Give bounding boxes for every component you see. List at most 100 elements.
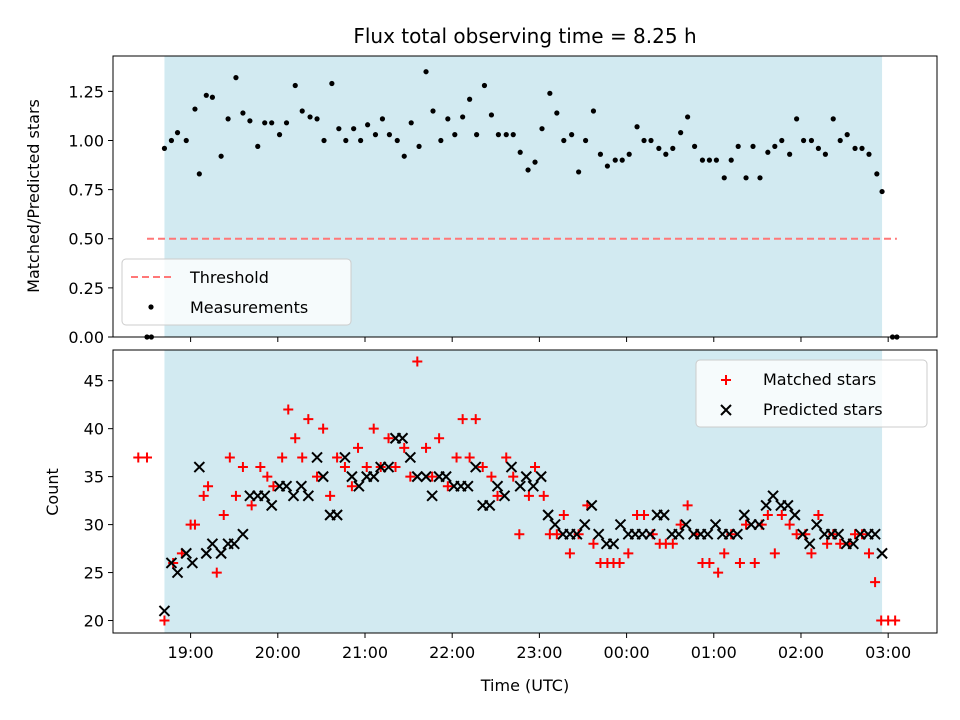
predicted-star-point xyxy=(847,538,859,550)
measurement-point xyxy=(525,167,531,173)
measurement-point xyxy=(196,171,202,177)
predicted-star-point xyxy=(295,480,308,492)
matched-star-point xyxy=(142,452,153,463)
legend-matched-swatch xyxy=(721,375,731,385)
legend-predicted-swatch xyxy=(720,404,732,416)
matched-star-point xyxy=(749,557,760,568)
x-tick-label: 23:00 xyxy=(516,643,562,662)
y-tick-label: 40 xyxy=(84,420,104,439)
matched-star-point xyxy=(405,471,416,482)
y-tick-label: 35 xyxy=(84,468,104,487)
measurement-point xyxy=(772,143,778,149)
matched-star-point xyxy=(857,529,868,540)
predicted-star-point xyxy=(346,470,358,483)
measurement-point xyxy=(401,153,407,159)
predicted-star-point xyxy=(302,490,315,502)
measurement-point xyxy=(408,120,414,126)
matched-star-point xyxy=(361,462,372,473)
predicted-star-point xyxy=(549,518,561,531)
y-tick-label: 30 xyxy=(84,516,104,535)
matched-star-point xyxy=(262,471,273,482)
predicted-star-point xyxy=(644,528,656,540)
measurement-point xyxy=(539,126,545,132)
measurement-point xyxy=(648,137,654,144)
y-tick-label: 1.25 xyxy=(68,82,104,101)
matched-star-point xyxy=(890,615,901,626)
measurement-point xyxy=(517,149,523,155)
measurement-point xyxy=(495,132,502,138)
predicted-star-point xyxy=(200,547,213,560)
predicted-star-point xyxy=(535,470,547,483)
matched-star-point xyxy=(277,452,288,463)
measurement-point xyxy=(794,116,800,122)
predicted-star-point xyxy=(760,499,772,512)
measurement-point xyxy=(255,143,261,149)
predicted-star-point xyxy=(520,470,533,483)
y-tick-label: 0.75 xyxy=(68,181,104,200)
y-tick-label: 0.25 xyxy=(68,279,104,298)
matched-star-point xyxy=(508,471,519,482)
measurement-point xyxy=(815,145,822,151)
matched-star-point xyxy=(442,481,453,492)
predicted-star-point xyxy=(505,461,518,473)
predicted-star-point xyxy=(869,528,881,540)
predicted-star-point xyxy=(498,490,511,502)
matched-star-point xyxy=(434,433,445,444)
measurement-point xyxy=(262,120,268,126)
measurement-point xyxy=(779,137,785,144)
measurement-point xyxy=(481,82,488,89)
top-y-axis-label: Matched/Predicted stars xyxy=(24,99,43,293)
matched-star-point xyxy=(514,529,525,540)
measurement-point xyxy=(416,143,422,149)
matched-star-point xyxy=(667,538,678,549)
matched-star-point xyxy=(776,510,787,521)
measurement-point xyxy=(467,96,473,102)
matched-star-point xyxy=(332,452,343,463)
matched-star-point xyxy=(353,442,364,453)
matched-star-point xyxy=(806,548,817,559)
matched-star-point xyxy=(564,548,575,559)
matched-star-point xyxy=(383,433,394,444)
matched-star-point xyxy=(492,490,503,501)
measurement-point xyxy=(488,112,495,118)
measurement-point xyxy=(597,151,604,157)
measurement-point xyxy=(822,151,828,157)
predicted-star-point xyxy=(171,566,184,579)
x-tick-label: 19:00 xyxy=(168,643,214,662)
measurement-point xyxy=(859,145,865,151)
count-panel: 19:00 20:00 21:00 22:00 23:00 00:00 01:00 02:00… xyxy=(84,349,938,662)
matched-star-point xyxy=(168,557,179,568)
measurement-point xyxy=(307,114,313,120)
measurement-point xyxy=(634,124,640,130)
matched-star-point xyxy=(133,452,144,463)
predicted-star-point xyxy=(404,451,417,464)
x-tick-label: 20:00 xyxy=(255,643,301,662)
measurement-point xyxy=(706,157,713,163)
measurement-point xyxy=(691,143,698,149)
matched-star-point xyxy=(230,490,241,501)
matched-star-point xyxy=(246,500,257,511)
measurement-point xyxy=(510,132,516,138)
predicted-star-point xyxy=(193,461,206,473)
predicted-star-point xyxy=(470,461,482,473)
axes-frame xyxy=(112,349,938,634)
predicted-star-point xyxy=(810,518,823,531)
measurement-point xyxy=(641,137,647,144)
predicted-star-point xyxy=(339,451,351,464)
predicted-star-point xyxy=(382,461,395,473)
matched-star-point xyxy=(325,490,336,501)
predicted-star-point xyxy=(368,470,380,483)
measurement-point xyxy=(670,145,676,151)
measurement-point xyxy=(183,137,189,144)
measurement-point xyxy=(576,169,582,175)
x-tick-label: 01:00 xyxy=(691,643,737,662)
matched-star-point xyxy=(368,423,379,434)
predicted-star-point xyxy=(483,499,496,512)
predicted-star-point xyxy=(876,547,888,560)
chart-title: Flux total observing time = 8.25 h xyxy=(353,24,696,48)
measurement-point xyxy=(321,137,327,144)
measurement-point xyxy=(800,137,807,144)
matched-star-point xyxy=(464,452,475,463)
predicted-star-point xyxy=(228,538,240,550)
x-tick-label: 00:00 xyxy=(604,643,650,662)
